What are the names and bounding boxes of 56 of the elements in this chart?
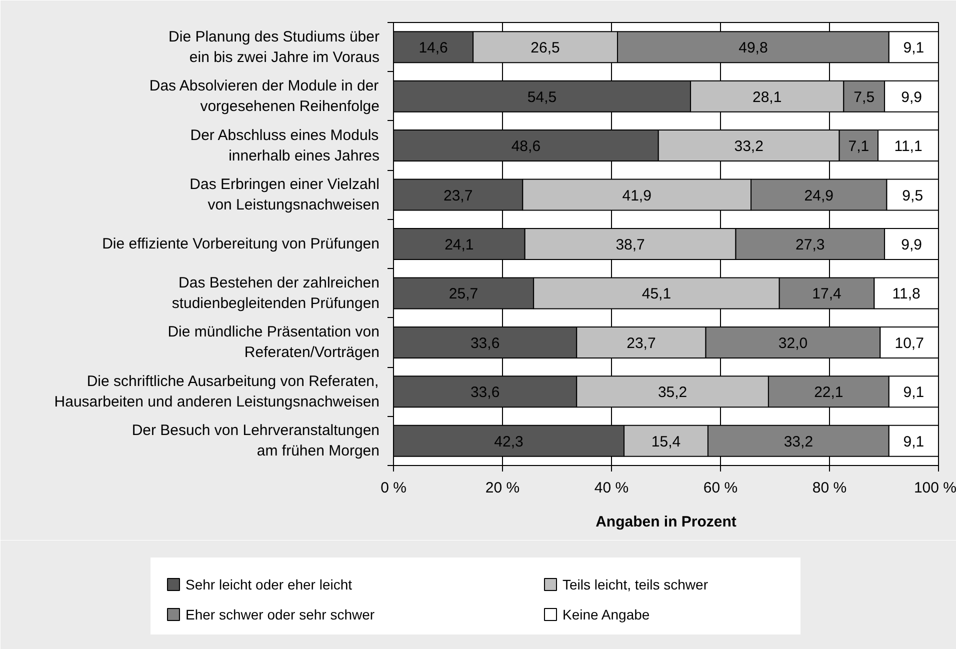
y-tick-label: Die effiziente Vorbereitung von Prüfungen	[102, 236, 380, 252]
x-tick-label: 20 %	[485, 480, 520, 496]
data-label: 45,1	[642, 286, 672, 303]
data-label: 42,3	[494, 433, 524, 450]
x-tick-label: 60 %	[703, 480, 738, 496]
data-label: 33,6	[470, 384, 500, 402]
data-label: 9,1	[903, 384, 924, 402]
x-tick-label: 100 %	[914, 480, 956, 496]
y-tick-label: Die Planung des Studiums über ein bis zwei Jahre im Voraus	[168, 28, 380, 66]
data-label: 23,7	[626, 334, 656, 352]
legend-label: Sehr leicht oder eher leicht	[186, 576, 352, 592]
data-label: 9,1	[903, 40, 924, 57]
y-tick-label: Das Erbringen einer Vielzahl von Leistungsnachweisen	[190, 176, 380, 214]
x-tick-label: 40 %	[594, 480, 629, 496]
data-label: 38,7	[616, 236, 645, 254]
data-label: 24,1	[444, 236, 474, 254]
data-label: 9,1	[903, 433, 924, 450]
legend-label: Keine Angabe	[562, 606, 650, 622]
data-label: 17,4	[812, 286, 842, 303]
y-tick-label: Das Absolvieren der Module in der vorgesehenen Reihenfolge	[149, 78, 380, 116]
y-tick-label: Der Abschluss eines Moduls innerhalb eines Jahres	[190, 126, 380, 164]
data-label: 15,4	[651, 433, 681, 450]
data-label: 32,0	[778, 334, 808, 352]
y-tick-label: Der Besuch von Lehrveranstaltungen am frühen Morgen	[132, 422, 380, 460]
data-label: 33,2	[784, 433, 814, 450]
data-label: 48,6	[511, 138, 541, 156]
legend-label: Teils leicht, teils schwer	[562, 576, 708, 592]
data-label: 35,2	[658, 384, 688, 402]
data-label: 14,6	[418, 40, 448, 57]
data-label: 9,5	[902, 187, 924, 204]
data-label: 7,5	[854, 88, 875, 106]
data-label: 24,9	[804, 187, 834, 204]
data-label: 7,1	[848, 138, 870, 156]
data-label: 25,7	[448, 286, 478, 303]
y-tick-label: Die schriftliche Ausarbeitung von Referaten, Hausarbeiten und anderen Leistungsnachweisen	[54, 372, 380, 410]
data-label: 28,1	[752, 88, 782, 106]
x-tick-label: 80 %	[812, 480, 847, 496]
data-label: 9,9	[901, 236, 922, 254]
data-label: 27,3	[796, 236, 825, 254]
data-label: 41,9	[622, 187, 652, 204]
data-label: 22,1	[814, 384, 844, 402]
data-label: 9,9	[901, 88, 922, 106]
legend-label: Eher schwer oder sehr schwer	[186, 606, 375, 622]
data-label: 23,7	[443, 187, 473, 204]
data-label: 11,8	[892, 286, 920, 303]
data-label: 11,1	[894, 138, 922, 156]
data-label: 49,8	[738, 40, 768, 57]
y-tick-label: Die mündliche Präsentation von Referaten/Vorträgen	[168, 324, 380, 362]
data-label: 26,5	[530, 40, 560, 57]
data-label: 33,2	[734, 138, 764, 156]
x-tick-label: 0 %	[380, 480, 406, 496]
x-axis-title: Angaben in Prozent	[596, 514, 736, 530]
y-tick-label: Das Bestehen der zahlreichen studienbegleitenden Prüfungen	[172, 274, 380, 312]
data-label: 33,6	[470, 334, 500, 352]
data-label: 10,7	[894, 334, 924, 352]
data-label: 54,5	[527, 88, 557, 106]
